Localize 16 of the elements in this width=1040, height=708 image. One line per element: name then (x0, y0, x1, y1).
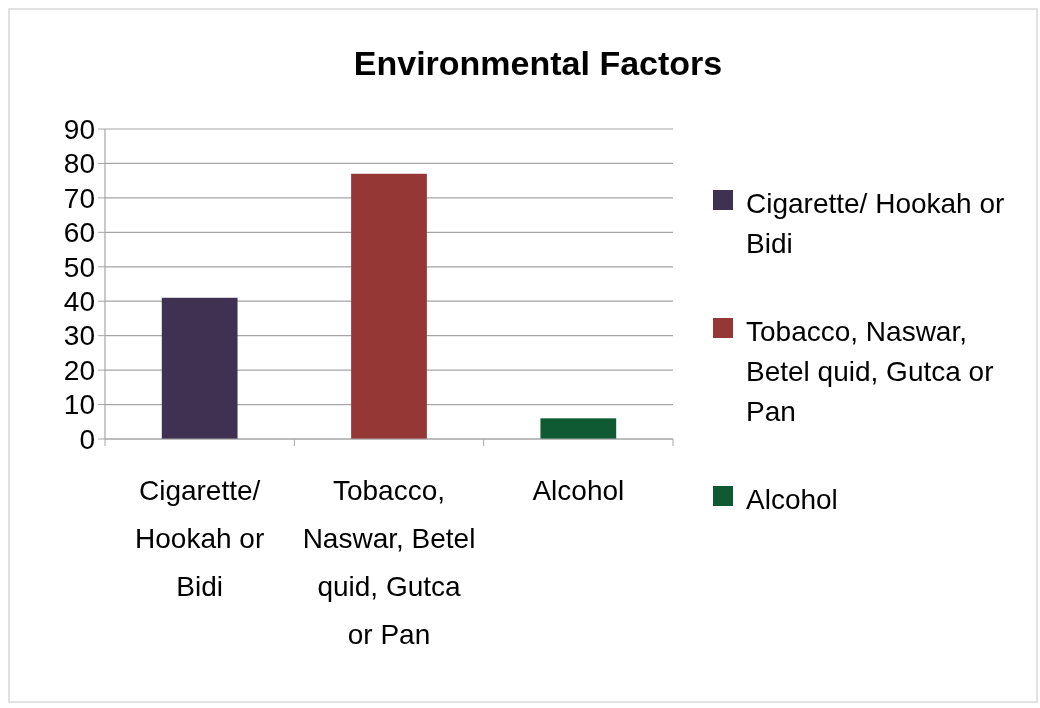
y-tick-label: 0 (79, 423, 95, 455)
legend-label: Cigarette/ Hookah or Bidi (746, 188, 1005, 259)
y-tick-label: 10 (63, 389, 95, 421)
y-tick-label: 60 (63, 217, 95, 249)
y-tick-label: 50 (63, 251, 95, 283)
y-tick-label: 70 (63, 182, 95, 214)
y-tick-label: 20 (63, 354, 95, 386)
chart-title: Environmental Factors (353, 44, 723, 82)
y-tick-label: 90 (63, 113, 95, 145)
y-tick-label: 30 (63, 320, 95, 352)
y-tick-label: 80 (63, 148, 95, 180)
legend-label: Tobacco, Naswar, Betel quid, Gutca or Pan (746, 316, 994, 427)
x-tick-label: Cigarette/ Hookah or Bidi (135, 475, 265, 602)
x-tick-label: Alcohol (532, 475, 625, 506)
y-tick-label: 40 (63, 286, 95, 318)
x-tick-label: Tobacco, Naswar, Betel quid, Gutca or Pan (302, 475, 476, 650)
